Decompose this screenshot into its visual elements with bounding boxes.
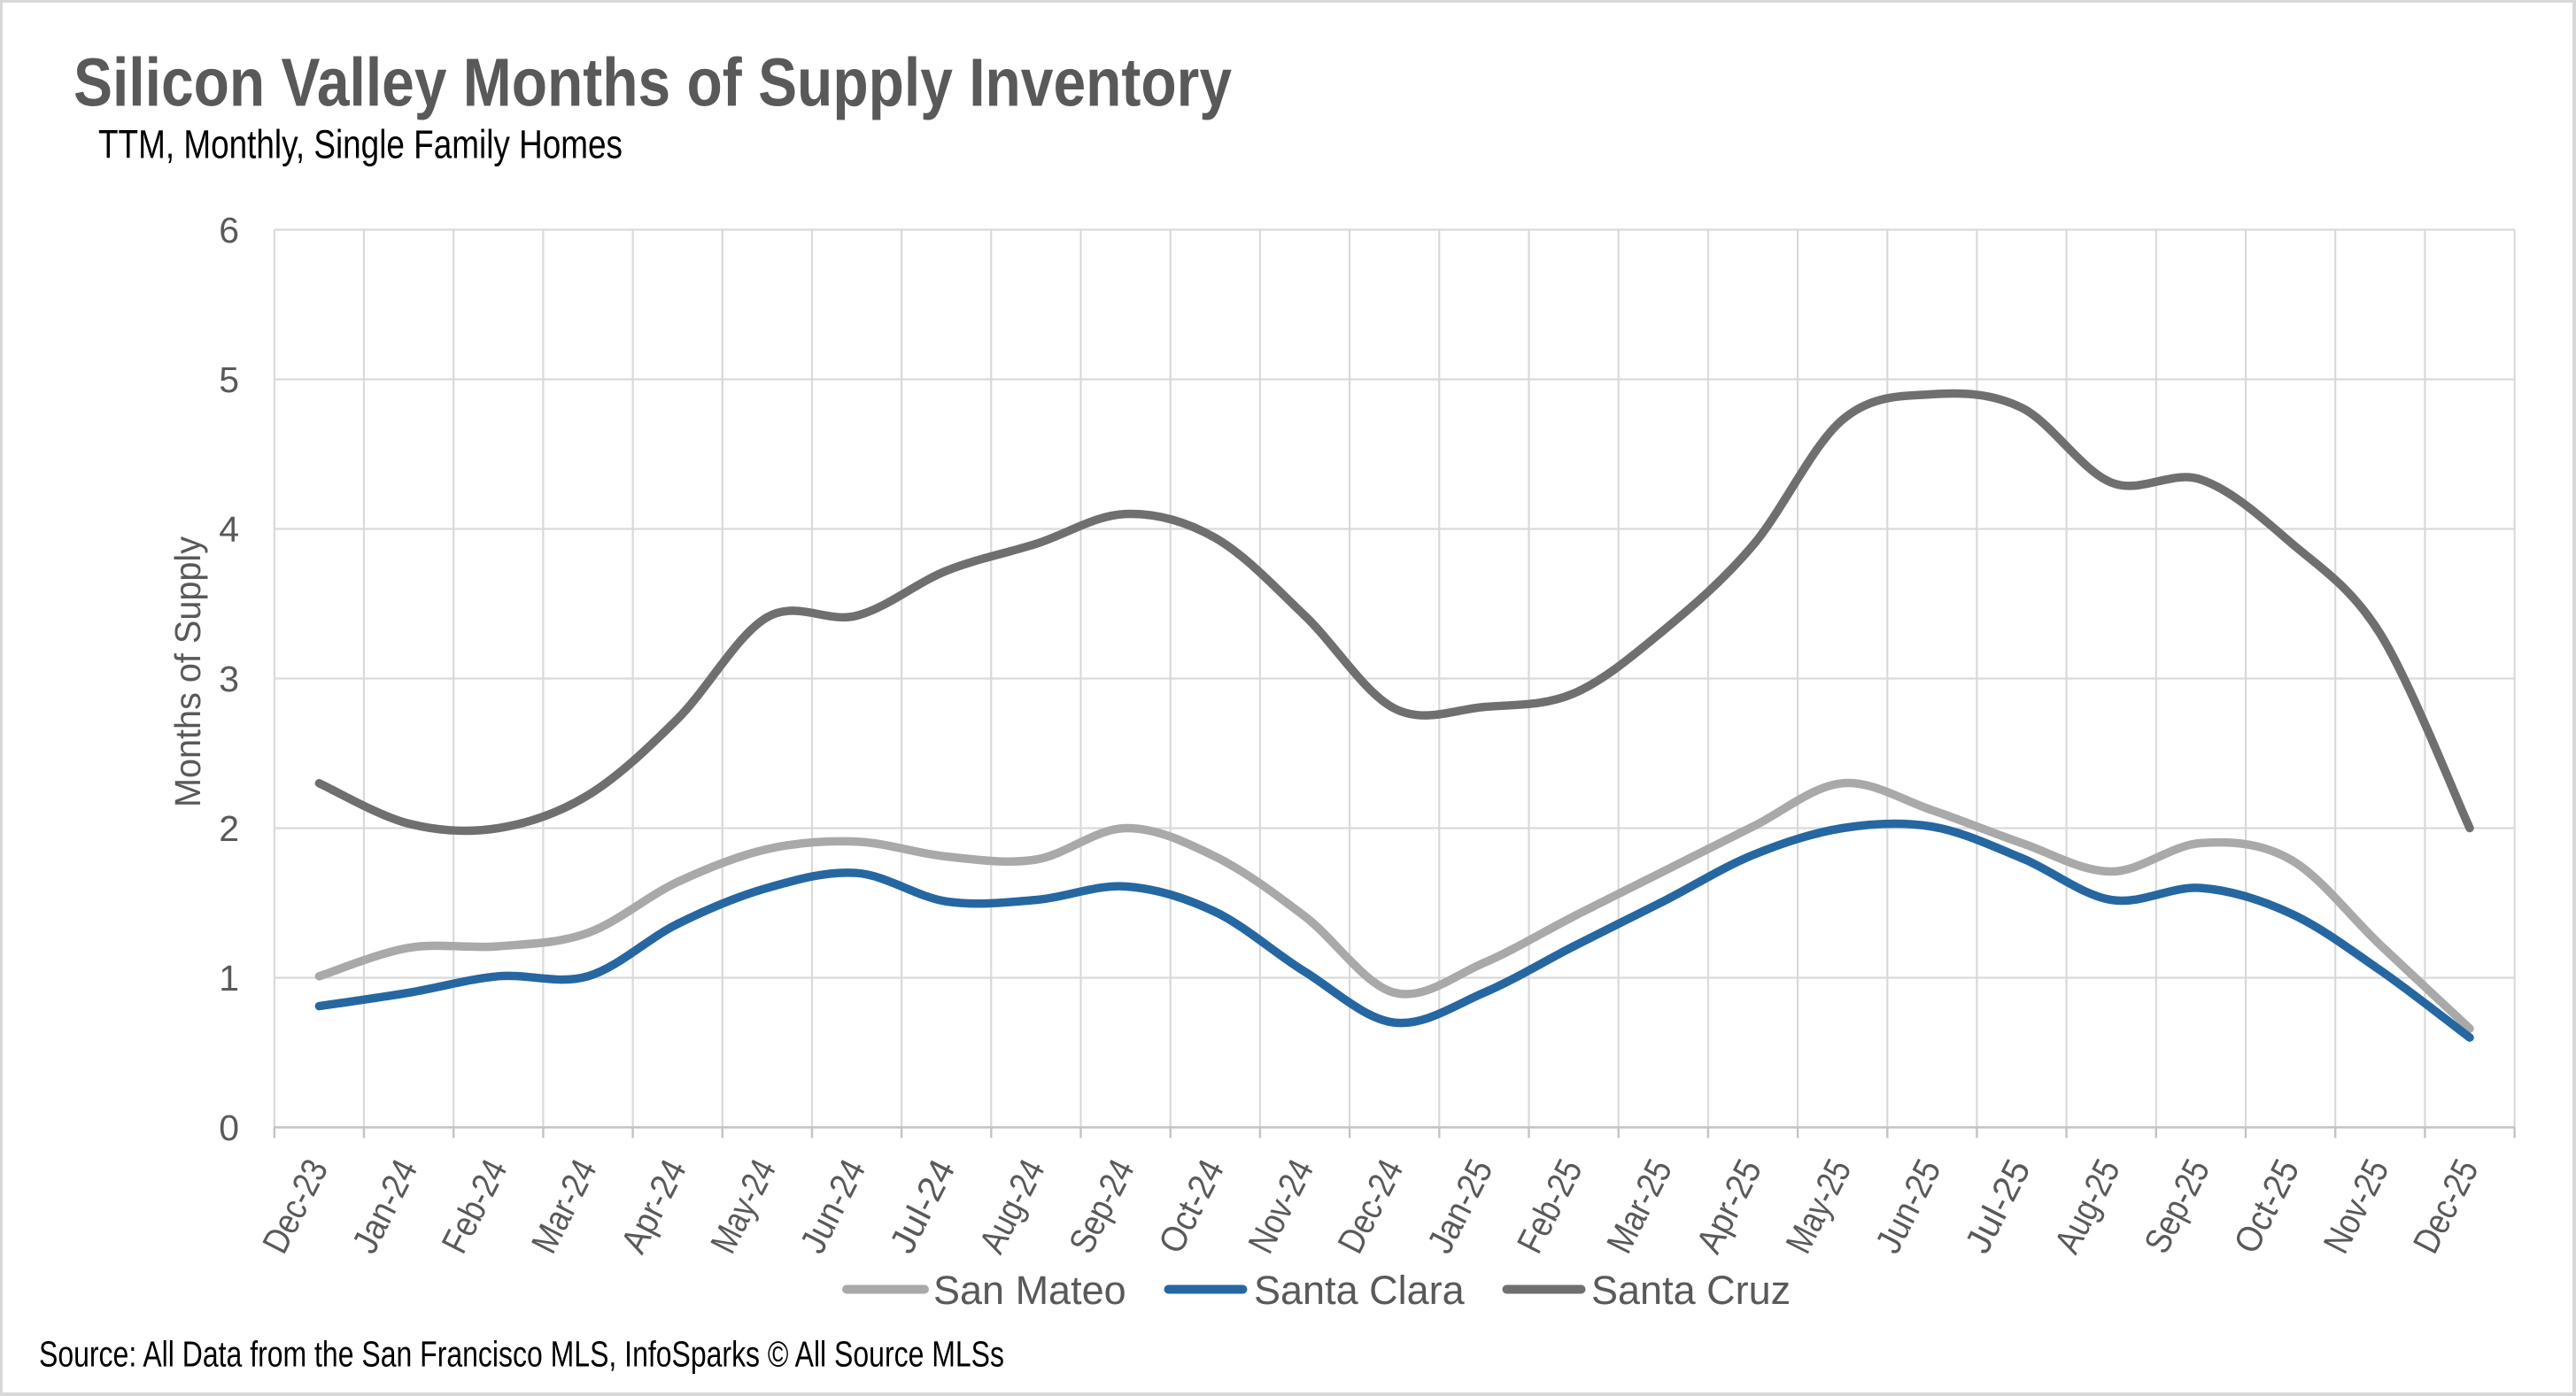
svg-text:Months of Supply: Months of Supply <box>167 536 208 807</box>
svg-text:1: 1 <box>219 958 239 999</box>
svg-text:TTM, Monthly, Single Family Ho: TTM, Monthly, Single Family Homes <box>98 121 623 166</box>
svg-text:Source: All Data from the San: Source: All Data from the San Francisco … <box>39 1334 1004 1375</box>
svg-text:6: 6 <box>219 210 239 251</box>
svg-text:Santa Cruz: Santa Cruz <box>1591 1268 1791 1313</box>
svg-text:0: 0 <box>219 1107 239 1148</box>
svg-text:4: 4 <box>219 509 239 550</box>
svg-text:San Mateo: San Mateo <box>933 1268 1126 1313</box>
svg-text:2: 2 <box>219 808 239 849</box>
svg-text:Silicon Valley Months of Suppl: Silicon Valley Months of Supply Inventor… <box>73 45 1232 121</box>
svg-text:5: 5 <box>219 359 239 400</box>
svg-text:3: 3 <box>219 659 239 699</box>
svg-text:Santa Clara: Santa Clara <box>1254 1268 1466 1313</box>
